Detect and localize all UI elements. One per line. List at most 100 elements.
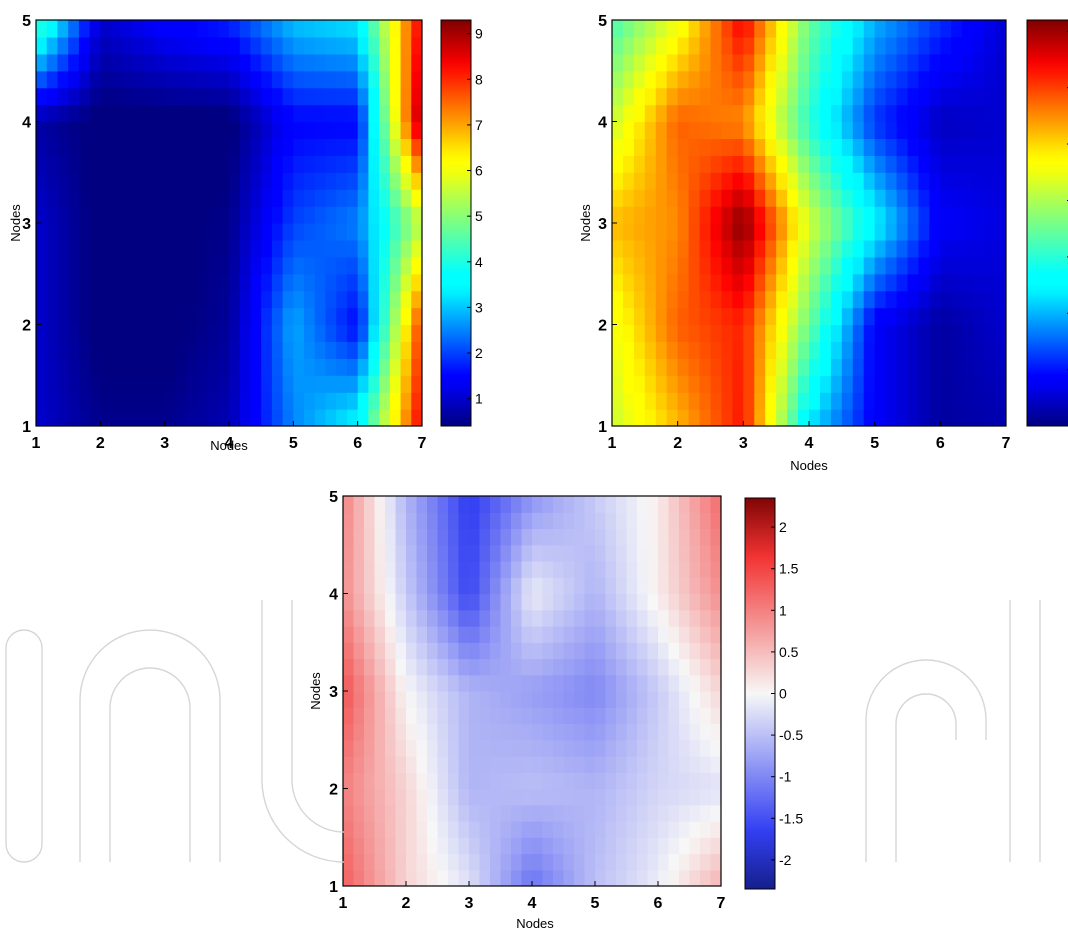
heatmap-cell: [622, 307, 635, 326]
heatmap-cell: [666, 206, 679, 224]
heatmap-cell: [293, 104, 305, 123]
heatmap-cell: [36, 358, 48, 376]
y-tick-label: 4: [329, 587, 338, 604]
heatmap-cell: [951, 290, 963, 309]
heatmap-cell: [918, 290, 930, 309]
colorbar-tick-label: 0: [779, 686, 787, 702]
heatmap-cell: [830, 70, 843, 89]
heatmap-cell: [406, 577, 418, 595]
heatmap-cell: [314, 341, 327, 359]
heatmap-cell: [437, 804, 449, 822]
heatmap-cell: [293, 206, 305, 224]
heatmap-cell: [754, 155, 766, 173]
heatmap-cell: [721, 189, 733, 207]
heatmap-cell: [229, 239, 241, 258]
heatmap-cell: [271, 104, 284, 123]
heatmap-cell: [637, 544, 649, 562]
heatmap-cell: [907, 256, 920, 275]
heatmap-cell: [121, 324, 134, 343]
heatmap-cell: [490, 804, 502, 822]
heatmap-cell: [479, 609, 491, 627]
heatmap-cell: [293, 392, 305, 410]
heatmap-cell: [314, 409, 327, 426]
heatmap-cell: [700, 691, 712, 708]
heatmap-cell: [511, 821, 523, 838]
heatmap-cell: [721, 104, 733, 123]
heatmap-cell: [984, 70, 996, 89]
heatmap-cell: [271, 409, 284, 426]
heatmap-cell: [616, 804, 628, 822]
heatmap-cell: [995, 239, 1006, 258]
heatmap-cell: [121, 172, 134, 190]
heatmap-cell: [710, 837, 721, 855]
heatmap-cell: [668, 577, 680, 595]
heatmap-cell: [647, 674, 659, 692]
heatmap-cell: [357, 104, 369, 123]
heatmap-cell: [282, 324, 294, 343]
heatmap-cell: [798, 307, 810, 326]
heatmap-cell: [616, 853, 628, 871]
heatmap-cell: [658, 544, 670, 562]
heatmap-cell: [830, 104, 843, 123]
heatmap-cell: [36, 155, 48, 173]
heatmap-cell: [357, 20, 369, 38]
heatmap-cell: [647, 528, 659, 546]
heatmap-cell: [679, 707, 691, 725]
heatmap-cell: [885, 375, 898, 393]
heatmap-cell: [68, 189, 80, 207]
heatmap-cell: [416, 691, 428, 708]
heatmap-cell: [574, 756, 586, 773]
heatmap-cell: [699, 223, 712, 241]
heatmap-cell: [490, 496, 502, 513]
heatmap-cell: [364, 609, 376, 627]
heatmap-cell: [479, 528, 491, 546]
heatmap-cell: [448, 756, 460, 773]
heatmap-cell: [46, 375, 59, 393]
heatmap-cell: [89, 189, 101, 207]
heatmap-cell: [732, 307, 744, 326]
heatmap-cell: [616, 658, 628, 676]
heatmap-cell: [395, 821, 407, 838]
heatmap-cell: [385, 626, 397, 643]
heatmap-cell: [679, 723, 691, 741]
heatmap-cell: [282, 53, 294, 72]
heatmap-cell: [121, 53, 134, 72]
heatmap-cell: [754, 358, 766, 376]
heatmap-cell: [521, 512, 533, 530]
y-tick-label: 5: [598, 13, 607, 30]
colorbar-tick-label: 7: [475, 117, 483, 133]
heatmap-cell: [622, 87, 635, 106]
heatmap-cell: [700, 739, 712, 757]
heatmap-cell: [532, 691, 544, 708]
heatmap-cell: [787, 375, 799, 393]
heatmap-cell: [633, 341, 646, 359]
heatmap-cell: [511, 626, 523, 643]
heatmap-cell: [896, 223, 909, 241]
heatmap-cell: [951, 256, 963, 275]
heatmap-cell: [743, 172, 755, 190]
heatmap-cell: [400, 375, 412, 393]
heatmap-cell: [658, 593, 670, 611]
heatmap-cell: [863, 104, 876, 123]
heatmap-cell: [622, 239, 635, 258]
heatmap-cell: [100, 392, 112, 410]
heatmap-cell: [798, 36, 810, 55]
heatmap-cell: [325, 375, 337, 393]
heatmap-cell: [427, 658, 439, 676]
heatmap-cell: [511, 804, 523, 822]
heatmap-cell: [605, 821, 617, 838]
heatmap-cell: [186, 341, 198, 359]
heatmap-cell: [100, 256, 112, 275]
heatmap-cell: [819, 189, 832, 207]
heatmap-cell: [787, 53, 799, 72]
heatmap-cell: [710, 723, 721, 741]
heatmap-cell: [314, 172, 327, 190]
heatmap-cell: [271, 87, 284, 106]
heatmap-cell: [918, 155, 930, 173]
heatmap-cell: [250, 358, 262, 376]
heatmap-cell: [776, 239, 788, 258]
heatmap-cell: [261, 70, 273, 89]
heatmap-cell: [427, 723, 439, 741]
heatmap-cell: [239, 223, 252, 241]
